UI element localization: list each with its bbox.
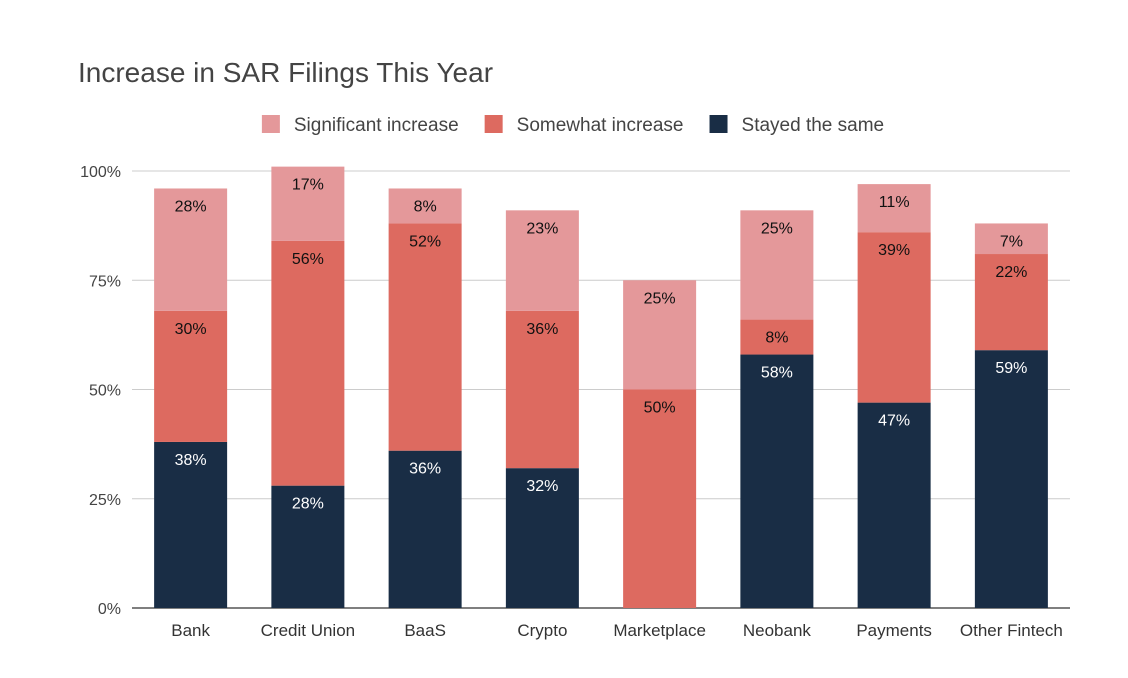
bar-segment [154,441,228,608]
x-tick-label: Payments [856,621,932,640]
y-axis: 0% 25% 50% 75% 100% [80,164,121,618]
y-tick-label: 50% [89,383,121,400]
legend: Significant increase Somewhat increase Sta… [261,115,885,136]
legend-swatch [709,115,728,133]
data-label: 32% [526,478,558,495]
bar-segment [974,223,1048,255]
bar-segment [740,319,814,355]
legend-label: Significant increase [294,115,459,136]
legend-swatch [484,115,503,133]
bar-segment [740,354,814,608]
data-label: 52% [409,233,441,250]
data-label: 36% [526,321,558,338]
data-labels: 38% 30% 28% 28% 56% 17% 36% 52% 8% 32% 36% 23% 50% 25… [175,177,1028,513]
bar-segment [388,188,462,224]
legend-item: Somewhat increase [484,115,684,136]
data-label: 17% [292,177,324,194]
data-label: 23% [526,220,558,237]
data-label: 36% [409,461,441,478]
bar-segment [388,450,462,608]
legend-label: Somewhat increase [517,115,684,136]
data-label: 56% [292,251,324,268]
legend-item: Significant increase [261,115,459,136]
bar-segment [271,485,345,608]
data-label: 58% [761,365,793,382]
data-label: 47% [878,413,910,430]
bar-segment [271,166,345,241]
bar-segment [505,210,579,311]
bars [154,166,1048,608]
data-label: 25% [761,220,793,237]
x-tick-label: Crypto [517,621,567,640]
bar-segment [154,188,228,311]
data-label: 28% [292,496,324,513]
bar-segment [857,232,931,403]
data-label: 7% [1000,233,1023,250]
x-axis: Bank Credit Union BaaS Crypto Marketplace Neo… [171,621,1063,640]
bar-segment [740,210,814,320]
y-tick-label: 75% [89,273,121,290]
x-tick-label: Credit Union [261,621,356,640]
bar-segment [974,350,1048,608]
bar-segment [857,184,931,233]
data-label: 22% [995,264,1027,281]
x-tick-label: Bank [171,621,210,640]
data-label: 59% [995,360,1027,377]
legend-label: Stayed the same [742,115,885,136]
bar-segment [974,254,1048,351]
x-tick-label: Marketplace [613,621,706,640]
data-label: 25% [644,290,676,307]
y-tick-label: 0% [98,601,121,618]
bar-segment [154,310,228,442]
data-label: 28% [175,198,207,215]
x-tick-label: Other Fintech [960,621,1063,640]
bar-segment [388,223,462,451]
data-label: 8% [414,198,437,215]
x-tick-label: Neobank [743,621,812,640]
legend-item: Stayed the same [709,115,885,136]
bar-segment [271,240,345,486]
data-label: 8% [765,330,788,347]
data-label: 11% [879,194,910,211]
y-tick-label: 100% [80,164,121,181]
bar-segment [505,468,579,608]
legend-swatch [261,115,280,133]
data-label: 38% [175,452,207,469]
data-label: 39% [878,242,910,259]
data-label: 30% [175,321,207,338]
bar-segment [505,310,579,469]
y-tick-label: 25% [89,492,121,509]
x-tick-label: BaaS [404,621,446,640]
bar-segment [623,280,697,390]
chart-title: Increase in SAR Filings This Year [78,57,493,88]
bar-segment [623,389,697,608]
bar-segment [857,402,931,608]
data-label: 50% [644,400,676,417]
